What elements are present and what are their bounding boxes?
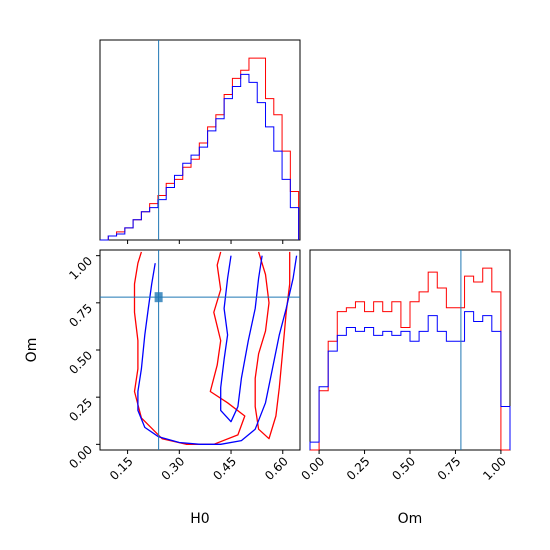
om-hist-blue [309, 311, 511, 450]
joint-ytick-label-0: 0.00 [66, 443, 95, 472]
joint-xtick-label-1: 0.30 [159, 454, 188, 483]
joint-xtick-label-0: 0.15 [107, 454, 136, 483]
joint-contour-group [100, 250, 300, 450]
contour-blue-3 [220, 255, 263, 423]
y-axis-label-om: Om [24, 338, 40, 363]
om-histograms [309, 250, 511, 451]
joint-ytick-label-1: 0.25 [66, 395, 95, 424]
joint-contours [100, 250, 300, 450]
om-marginal-frame [309, 249, 511, 451]
om-xtick-label-1: 0.25 [344, 454, 373, 483]
om-x-ticks: 0.00 0.25 0.50 0.75 1.00 [298, 450, 509, 483]
joint-panel: 0.15 0.30 0.45 0.60 0.00 0.25 0.50 0.75 1.00 H0… [24, 249, 301, 527]
joint-xtick-label-3: 0.60 [262, 454, 291, 483]
joint-truth-marker [154, 292, 163, 303]
om-xtick-label-4: 1.00 [480, 454, 509, 483]
contour-red-1 [254, 251, 291, 440]
contour-blue-2 [137, 255, 298, 445]
x-axis-label-h0: H0 [190, 511, 209, 527]
x-axis-label-om: Om [398, 511, 423, 527]
h0-marginal-panel [99, 39, 301, 244]
om-hist-red [310, 267, 510, 451]
h0-histograms [100, 40, 300, 244]
joint-xtick-label-2: 0.45 [210, 454, 239, 483]
joint-frame [99, 249, 301, 451]
h0-hist-blue [100, 73, 300, 241]
joint-ytick-label-2: 0.50 [66, 348, 95, 377]
joint-x-ticks: 0.15 0.30 0.45 0.60 [107, 450, 291, 483]
om-marginal-panel: 0.00 0.25 0.50 0.75 1.00 Om [298, 249, 511, 527]
contour-red-0 [133, 251, 246, 445]
om-xtick-label-2: 0.50 [389, 454, 418, 483]
joint-ytick-label-3: 0.75 [66, 301, 95, 330]
joint-y-ticks: 0.00 0.25 0.50 0.75 1.00 [66, 254, 100, 471]
om-xtick-label-3: 0.75 [435, 454, 464, 483]
h0-marginal-frame [99, 39, 301, 241]
joint-ytick-label-4: 1.00 [66, 254, 95, 283]
om-xtick-label-0: 0.00 [298, 454, 327, 483]
